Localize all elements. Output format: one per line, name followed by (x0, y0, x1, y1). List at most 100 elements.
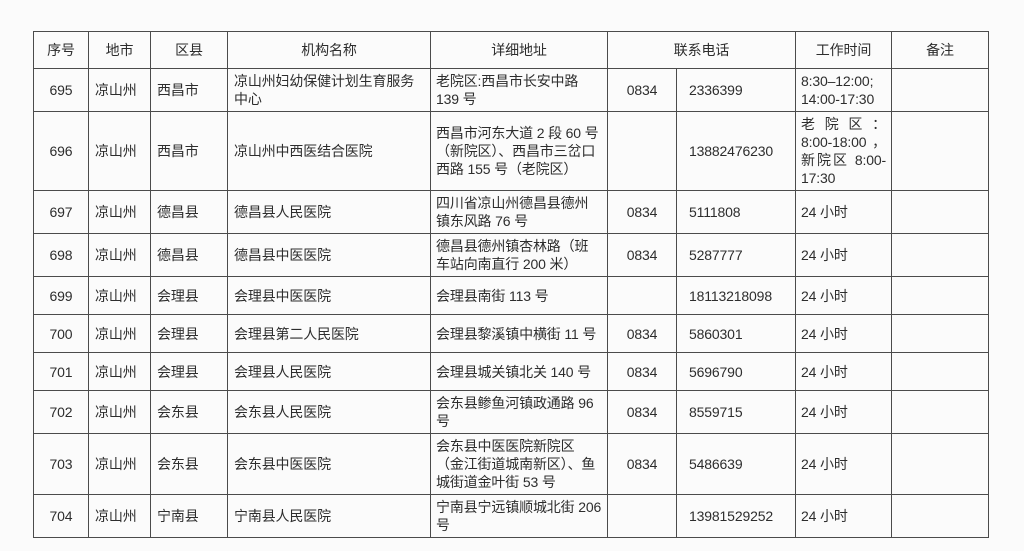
cell-hours: 24 小时 (795, 433, 892, 495)
col-header-institution: 机构名称 (227, 31, 431, 69)
cell-district: 宁南县 (150, 494, 228, 538)
cell-seq: 704 (33, 494, 89, 538)
table-row: 703 凉山州 会东县 会东县中医医院 会东县中医医院新院区（金江街道城南新区）… (33, 433, 989, 495)
cell-district: 会理县 (150, 314, 228, 353)
col-header-remark: 备注 (891, 31, 989, 69)
cell-area-code: 0834 (607, 68, 677, 112)
cell-remark (891, 314, 989, 353)
cell-seq: 703 (33, 433, 89, 495)
cell-institution: 凉山州妇幼保健计划生育服务中心 (227, 68, 431, 112)
cell-city: 凉山州 (88, 433, 151, 495)
table-row: 699 凉山州 会理县 会理县中医医院 会理县南街 113 号 18113218… (33, 276, 989, 315)
cell-area-code: 0834 (607, 190, 677, 234)
col-header-district: 区县 (150, 31, 228, 69)
cell-seq: 701 (33, 352, 89, 391)
table-row: 701 凉山州 会理县 会理县人民医院 会理县城关镇北关 140 号 0834 … (33, 352, 989, 391)
cell-city: 凉山州 (88, 111, 151, 191)
cell-institution: 会东县人民医院 (227, 390, 431, 434)
cell-area-code (607, 111, 677, 191)
cell-city: 凉山州 (88, 494, 151, 538)
cell-remark (891, 390, 989, 434)
cell-remark (891, 433, 989, 495)
cell-city: 凉山州 (88, 190, 151, 234)
cell-district: 西昌市 (150, 68, 228, 112)
cell-remark (891, 111, 989, 191)
col-header-phone: 联系电话 (607, 31, 796, 69)
cell-address: 会理县南街 113 号 (430, 276, 608, 315)
cell-address: 会理县黎溪镇中横街 11 号 (430, 314, 608, 353)
table-row: 695 凉山州 西昌市 凉山州妇幼保健计划生育服务中心 老院区:西昌市长安中路 … (33, 68, 989, 112)
cell-remark (891, 190, 989, 234)
cell-phone: 8559715 (676, 390, 796, 434)
col-header-seq: 序号 (33, 31, 89, 69)
cell-hours: 24 小时 (795, 190, 892, 234)
cell-phone: 13882476230 (676, 111, 796, 191)
hospital-directory-table: 序号 地市 区县 机构名称 详细地址 联系电话 工作时间 备注 695 凉山州 … (33, 31, 989, 538)
cell-hours: 24 小时 (795, 276, 892, 315)
cell-phone: 5486639 (676, 433, 796, 495)
cell-institution: 会理县中医医院 (227, 276, 431, 315)
cell-remark (891, 494, 989, 538)
cell-seq: 698 (33, 233, 89, 277)
cell-hours: 24 小时 (795, 352, 892, 391)
cell-city: 凉山州 (88, 276, 151, 315)
cell-city: 凉山州 (88, 352, 151, 391)
cell-institution: 会理县第二人民医院 (227, 314, 431, 353)
cell-city: 凉山州 (88, 314, 151, 353)
table-row: 702 凉山州 会东县 会东县人民医院 会东县鲹鱼河镇政通路 96 号 0834… (33, 390, 989, 434)
cell-hours: 24 小时 (795, 233, 892, 277)
cell-seq: 699 (33, 276, 89, 315)
cell-district: 西昌市 (150, 111, 228, 191)
cell-address: 会东县中医医院新院区（金江街道城南新区）、鱼城街道金叶街 53 号 (430, 433, 608, 495)
cell-district: 会东县 (150, 390, 228, 434)
cell-hours: 24 小时 (795, 494, 892, 538)
cell-institution: 德昌县中医医院 (227, 233, 431, 277)
cell-hours: 8:30–12:00; 14:00-17:30 (795, 68, 892, 112)
cell-city: 凉山州 (88, 390, 151, 434)
cell-district: 会理县 (150, 352, 228, 391)
cell-remark (891, 276, 989, 315)
cell-district: 德昌县 (150, 190, 228, 234)
cell-area-code: 0834 (607, 352, 677, 391)
cell-address: 宁南县宁远镇顺城北街 206 号 (430, 494, 608, 538)
cell-address: 会东县鲹鱼河镇政通路 96 号 (430, 390, 608, 434)
col-header-address: 详细地址 (430, 31, 608, 69)
cell-institution: 德昌县人民医院 (227, 190, 431, 234)
cell-institution: 凉山州中西医结合医院 (227, 111, 431, 191)
cell-remark (891, 68, 989, 112)
cell-address: 会理县城关镇北关 140 号 (430, 352, 608, 391)
cell-institution: 宁南县人民医院 (227, 494, 431, 538)
cell-area-code: 0834 (607, 233, 677, 277)
cell-area-code (607, 494, 677, 538)
cell-phone: 18113218098 (676, 276, 796, 315)
cell-institution: 会理县人民医院 (227, 352, 431, 391)
cell-address: 西昌市河东大道 2 段 60 号（新院区）、西昌市三岔口西路 155 号（老院区… (430, 111, 608, 191)
cell-phone: 5860301 (676, 314, 796, 353)
table-row: 697 凉山州 德昌县 德昌县人民医院 四川省凉山州德昌县德州镇东风路 76 号… (33, 190, 989, 234)
cell-hours: 老院区：8:00-18:00，新院区 8:00-17:30 (795, 111, 892, 191)
cell-institution: 会东县中医医院 (227, 433, 431, 495)
cell-area-code: 0834 (607, 314, 677, 353)
cell-seq: 700 (33, 314, 89, 353)
cell-address: 德昌县德州镇杏林路（班车站向南直行 200 米） (430, 233, 608, 277)
cell-hours: 24 小时 (795, 314, 892, 353)
cell-phone: 2336399 (676, 68, 796, 112)
table-row: 696 凉山州 西昌市 凉山州中西医结合医院 西昌市河东大道 2 段 60 号（… (33, 111, 989, 191)
col-header-city: 地市 (88, 31, 151, 69)
cell-district: 会理县 (150, 276, 228, 315)
cell-city: 凉山州 (88, 68, 151, 112)
cell-phone: 13981529252 (676, 494, 796, 538)
cell-city: 凉山州 (88, 233, 151, 277)
cell-area-code: 0834 (607, 390, 677, 434)
header-row: 序号 地市 区县 机构名称 详细地址 联系电话 工作时间 备注 (33, 31, 989, 69)
document-page: 序号 地市 区县 机构名称 详细地址 联系电话 工作时间 备注 695 凉山州 … (33, 31, 989, 538)
cell-remark (891, 352, 989, 391)
cell-phone: 5696790 (676, 352, 796, 391)
table-row: 704 凉山州 宁南县 宁南县人民医院 宁南县宁远镇顺城北街 206 号 139… (33, 494, 989, 538)
cell-district: 德昌县 (150, 233, 228, 277)
cell-seq: 697 (33, 190, 89, 234)
cell-seq: 695 (33, 68, 89, 112)
table-row: 698 凉山州 德昌县 德昌县中医医院 德昌县德州镇杏林路（班车站向南直行 20… (33, 233, 989, 277)
cell-address: 四川省凉山州德昌县德州镇东风路 76 号 (430, 190, 608, 234)
table-row: 700 凉山州 会理县 会理县第二人民医院 会理县黎溪镇中横街 11 号 083… (33, 314, 989, 353)
